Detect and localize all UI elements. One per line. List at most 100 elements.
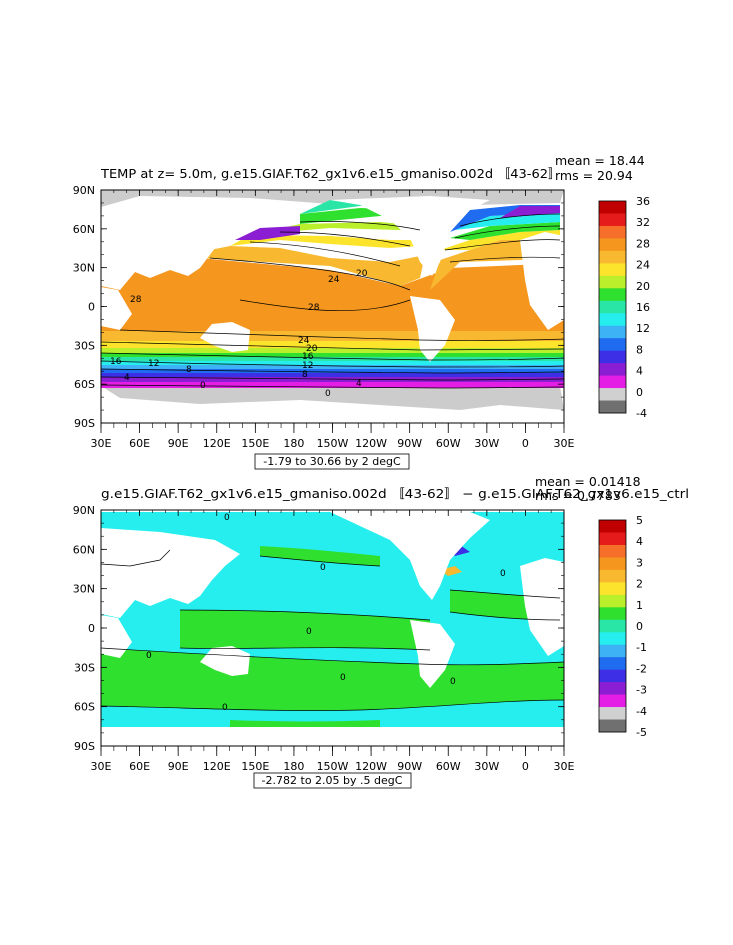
- bottom-colorbar-swatch: [599, 657, 626, 671]
- bottom-range-box: [253, 772, 412, 789]
- top-lon-label: 30E: [554, 437, 575, 450]
- bottom-colorbar-swatch: [599, 694, 626, 708]
- top-npac-yellow: [230, 235, 425, 248]
- top-okhotsk-purple: [235, 226, 300, 240]
- top-contour-label: 28: [308, 303, 320, 313]
- top-axis-ticks: [100, 189, 565, 433]
- bottom-colorbar-label: -3: [636, 684, 647, 697]
- bottom-lat-label: 30S: [74, 661, 95, 674]
- top-natl-cyan: [455, 212, 560, 230]
- top-lon-label: 120W: [355, 437, 387, 450]
- bottom-gulfstream-anomaly: [440, 566, 462, 576]
- top-colorbar: 36 32 28 24 20 16 12 8 4 0 -4: [598, 195, 650, 420]
- top-lon-label: 180: [283, 437, 304, 450]
- top-contour-labels: 28 24 20 28 24 20 16 12 8 4 0 16 12 8 0 …: [110, 269, 368, 399]
- bottom-colorbar-label: 0: [636, 620, 643, 633]
- bottom-lat-labels: 90N 60N 30N 0 30S 60S 90S: [73, 504, 95, 753]
- bottom-lon-label: 90W: [397, 760, 422, 773]
- top-lon-label: 120E: [203, 437, 231, 450]
- top-band-lime: [101, 347, 564, 353]
- top-colorbar-label: 4: [636, 365, 643, 378]
- top-contour-label: 0: [325, 389, 331, 399]
- top-colorbar-label: 20: [636, 280, 650, 293]
- top-contour-label: 4: [356, 379, 362, 389]
- bottom-lat-label: 90N: [73, 504, 95, 517]
- bottom-lon-labels: 30E 60E 90E 120E 150E 180 150W 120W 90W 60W 30W 0 30…: [91, 760, 575, 773]
- top-panel: mean = 18.44 rms = 20.94 TEMP at z= 5.0m…: [73, 153, 650, 470]
- bottom-colorbar-swatch: [599, 520, 626, 533]
- top-colorbar-swatch: [599, 238, 626, 252]
- top-colorbar-label: 0: [636, 386, 643, 399]
- bottom-mean-text: mean = 0.01418: [535, 474, 641, 489]
- bottom-colorbar-label: -5: [636, 726, 647, 739]
- top-range-box: [254, 453, 410, 470]
- top-colorbar-label: 16: [636, 301, 650, 314]
- top-lon-label: 150E: [241, 437, 269, 450]
- top-colorbar-swatch: [599, 263, 626, 277]
- bottom-colorbar-swatch: [599, 644, 626, 658]
- top-colorbar-label: 36: [636, 195, 650, 208]
- bottom-lon-label: 120E: [203, 760, 231, 773]
- bottom-colorbar-swatch: [599, 619, 626, 633]
- bottom-map-field: [101, 510, 564, 746]
- top-nordic-purple: [500, 206, 560, 218]
- top-colorbar-label: 32: [636, 216, 650, 229]
- top-band-yellow: [101, 340, 564, 348]
- top-contour-label: 8: [302, 370, 308, 380]
- bottom-lon-label: 90E: [168, 760, 189, 773]
- bottom-colorbar-swatch: [599, 669, 626, 683]
- top-colorbar-swatch: [599, 300, 626, 314]
- top-mean-text: mean = 18.44: [555, 153, 645, 168]
- top-lon-label: 30E: [91, 437, 112, 450]
- top-colorbar-frame: [598, 200, 627, 414]
- bottom-lon-label: 150E: [241, 760, 269, 773]
- bottom-colorbar-label: -1: [636, 641, 647, 654]
- top-lat-label: 60N: [73, 223, 95, 236]
- bottom-contour-label: 0: [500, 569, 506, 579]
- bottom-land-europe-africa-east: [520, 558, 564, 656]
- bottom-axis-ticks: [100, 509, 565, 756]
- top-band-skyblue: [101, 364, 564, 369]
- top-colorbar-swatch: [599, 325, 626, 339]
- top-lat-label: 30S: [74, 339, 95, 352]
- top-colorbar-swatch: [599, 400, 626, 414]
- top-band-green: [101, 352, 564, 357]
- top-colorbar-swatch: [599, 250, 626, 264]
- bottom-land-antarctica: [101, 727, 564, 746]
- bottom-colorbar-swatch: [599, 582, 626, 596]
- top-colorbar-swatch: [599, 213, 626, 227]
- top-lon-label: 0: [522, 437, 529, 450]
- top-colorbar-swatch: [599, 338, 626, 352]
- top-lon-labels: 30E 60E 90E 120E 150E 180 150W 120W 90W 60W 30W 0 30…: [91, 437, 575, 450]
- top-land-eurasia-africa: [101, 208, 240, 290]
- bottom-lat-label: 30N: [73, 583, 95, 596]
- bottom-land-eurasia-africa: [101, 528, 240, 618]
- bottom-positive-region: [260, 546, 380, 566]
- top-lon-label: 150W: [317, 437, 349, 450]
- bottom-contour-label: 0: [222, 703, 228, 713]
- top-colorbar-label: 28: [636, 237, 650, 250]
- bottom-lat-label: 90S: [74, 740, 95, 753]
- top-colorbar-label: 8: [636, 343, 643, 356]
- bottom-contour-label: 0: [450, 677, 456, 687]
- bottom-colorbar-swatch: [599, 532, 626, 546]
- top-npac-subtropical: [200, 246, 425, 286]
- top-contour-label: 16: [302, 352, 314, 362]
- bottom-lon-label: 30E: [554, 760, 575, 773]
- top-band-blue: [101, 368, 564, 373]
- top-lat-label: 0: [88, 301, 95, 314]
- top-lat-label: 60S: [74, 378, 95, 391]
- top-land-north-america: [330, 196, 490, 276]
- top-land-europe-africa-east: [520, 232, 564, 330]
- bottom-positive-region: [180, 610, 430, 650]
- top-npac-lime: [250, 222, 425, 235]
- bottom-land-south-america: [410, 620, 455, 688]
- top-colorbar-swatch: [599, 225, 626, 239]
- top-contour-label: 24: [298, 336, 310, 346]
- bottom-land-australia: [200, 646, 250, 676]
- bottom-colorbar-label: 4: [636, 535, 643, 548]
- bottom-colorbar-swatch: [599, 719, 626, 733]
- top-colorbar-swatch: [599, 275, 626, 289]
- bottom-contour-label: 0: [306, 627, 312, 637]
- bottom-contours: [101, 549, 564, 711]
